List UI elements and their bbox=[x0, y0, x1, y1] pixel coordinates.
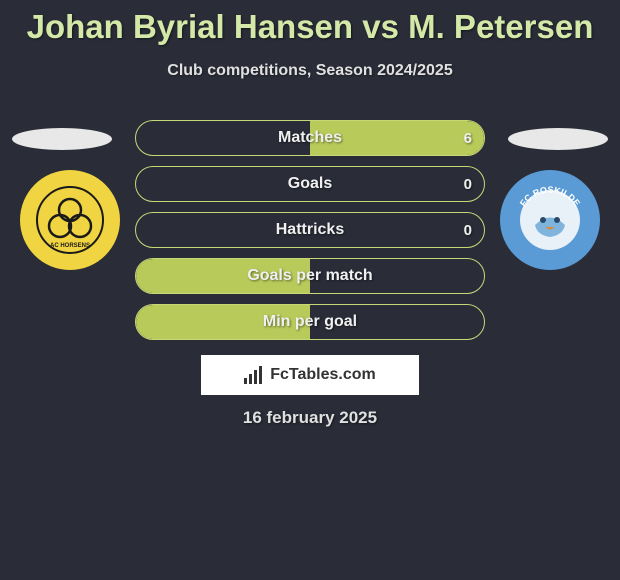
stat-row-goals-per-match: Goals per match bbox=[135, 258, 485, 294]
club-left-text: AC HORSENS bbox=[50, 243, 90, 249]
stat-label: Hattricks bbox=[276, 221, 344, 239]
stat-label: Goals bbox=[288, 175, 332, 193]
stat-value-right: 0 bbox=[464, 176, 472, 193]
club-badge-left: AC HORSENS bbox=[20, 170, 120, 270]
stat-value-right: 0 bbox=[464, 222, 472, 239]
country-flag-right bbox=[508, 128, 608, 150]
stat-label: Min per goal bbox=[263, 313, 357, 331]
stat-label: Goals per match bbox=[247, 267, 372, 285]
stat-row-hattricks: Hattricks 0 bbox=[135, 212, 485, 248]
roskilde-logo-icon: FC ROSKILDE bbox=[505, 175, 595, 265]
brand-attribution[interactable]: FcTables.com bbox=[201, 355, 419, 395]
country-flag-left bbox=[12, 128, 112, 150]
stat-row-goals: Goals 0 bbox=[135, 166, 485, 202]
brand-text: FcTables.com bbox=[270, 366, 376, 384]
snapshot-date: 16 february 2025 bbox=[0, 408, 620, 428]
page-subtitle: Club competitions, Season 2024/2025 bbox=[0, 62, 620, 80]
stat-row-min-per-goal: Min per goal bbox=[135, 304, 485, 340]
club-badge-right: FC ROSKILDE bbox=[500, 170, 600, 270]
horsens-logo-icon: AC HORSENS bbox=[35, 185, 105, 255]
chart-bars-icon bbox=[244, 366, 264, 384]
stat-label: Matches bbox=[278, 129, 342, 147]
page-title: Johan Byrial Hansen vs M. Petersen bbox=[0, 0, 620, 46]
stats-panel: Matches 6 Goals 0 Hattricks 0 Goals per … bbox=[135, 120, 485, 350]
stat-row-matches: Matches 6 bbox=[135, 120, 485, 156]
stat-value-right: 6 bbox=[464, 130, 472, 147]
